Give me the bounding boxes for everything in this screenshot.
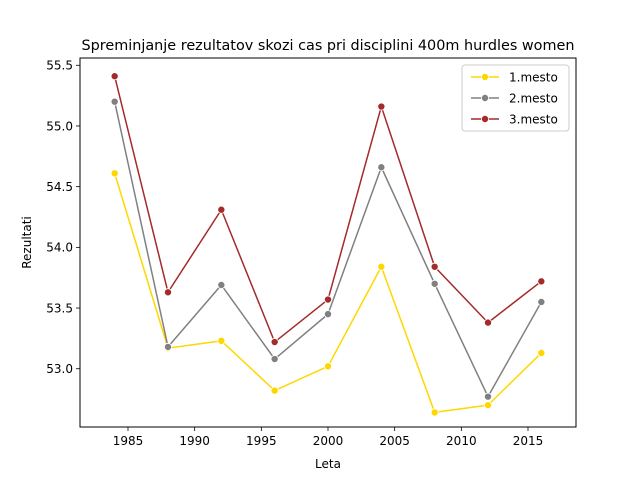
- x-axis: 1985 1990 1995 2000 2005 2010 2015: [113, 427, 544, 448]
- y-tick-label: 55.5: [46, 59, 73, 73]
- legend-label: 3.mesto: [509, 112, 558, 126]
- legend-marker: [480, 73, 489, 82]
- data-point: [377, 262, 386, 271]
- x-tick-label: 2005: [379, 434, 410, 448]
- data-point: [217, 280, 226, 289]
- legend-label: 2.mesto: [509, 91, 558, 105]
- data-point: [537, 297, 546, 306]
- data-point: [377, 163, 386, 172]
- legend-label: 1.mesto: [509, 70, 558, 84]
- y-tick-label: 53.5: [46, 301, 73, 315]
- data-point: [110, 72, 119, 81]
- data-point: [537, 277, 546, 286]
- x-tick-label: 2010: [446, 434, 477, 448]
- data-point: [483, 392, 492, 401]
- y-axis: 53.0 53.5 54.0 54.5 55.0 55.5: [46, 59, 80, 376]
- data-point: [323, 310, 332, 319]
- y-tick-label: 54.0: [46, 241, 73, 255]
- legend-marker: [480, 94, 489, 103]
- x-axis-label: Leta: [315, 457, 341, 471]
- data-point: [323, 295, 332, 304]
- data-point: [430, 408, 439, 417]
- y-tick-label: 54.5: [46, 180, 73, 194]
- x-tick-label: 2000: [313, 434, 344, 448]
- data-point: [163, 342, 172, 351]
- data-point: [217, 336, 226, 345]
- data-point: [430, 262, 439, 271]
- y-tick-label: 55.0: [46, 119, 73, 133]
- x-tick-label: 1985: [113, 434, 144, 448]
- y-tick-label: 53.0: [46, 362, 73, 376]
- data-point: [110, 97, 119, 106]
- data-point: [430, 279, 439, 288]
- series-line-1: [113, 173, 542, 414]
- data-point: [163, 288, 172, 297]
- legend-box: [461, 64, 570, 132]
- data-point: [483, 318, 492, 327]
- data-point: [270, 338, 279, 347]
- x-tick-label: 1990: [179, 434, 210, 448]
- data-point: [110, 169, 119, 178]
- plot-area: [110, 72, 546, 417]
- x-tick-label: 1995: [246, 434, 277, 448]
- data-point: [217, 205, 226, 214]
- data-point: [483, 401, 492, 410]
- legend-marker: [480, 115, 489, 124]
- data-point: [323, 362, 332, 371]
- data-point: [270, 355, 279, 364]
- y-axis-label: Rezultati: [20, 216, 34, 269]
- x-tick-label: 2015: [513, 434, 544, 448]
- chart-title: Spreminjanje rezultatov skozi cas pri di…: [82, 38, 575, 54]
- legend: 1.mesto 2.mesto 3.mesto: [461, 64, 570, 132]
- data-point: [537, 348, 546, 357]
- data-point: [270, 386, 279, 395]
- series-line-2: [113, 101, 542, 398]
- data-point: [377, 102, 386, 111]
